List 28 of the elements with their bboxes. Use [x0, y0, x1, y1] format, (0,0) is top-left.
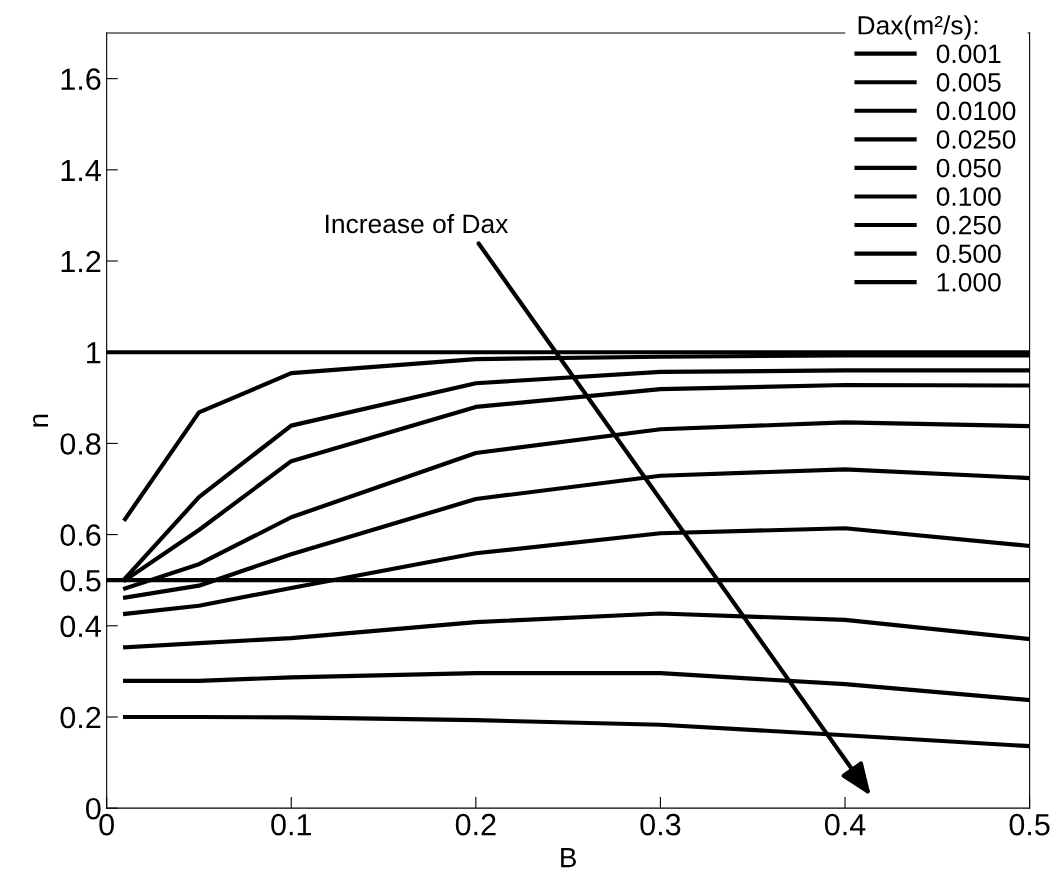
legend-label: 0.001 [936, 44, 1001, 64]
x-tick-label: 0.4 [824, 813, 866, 836]
legend-label: 0.005 [936, 73, 1001, 92]
x-tick-label: 0.5 [1009, 813, 1050, 836]
x-tick-label: 0.3 [640, 813, 681, 836]
y-tick-label: 1.4 [61, 159, 101, 181]
legend-label: 0.250 [936, 215, 1001, 235]
x-axis-title: B [561, 848, 576, 868]
annotation: Increase of Dax [325, 213, 509, 234]
x-tick-label: 0.2 [455, 813, 496, 836]
x-tick-label: 0.1 [271, 813, 311, 836]
legend-label: 0.050 [936, 158, 1001, 178]
y-tick-label: 1.2 [61, 250, 101, 273]
y-tick-label: 0.5 [60, 569, 101, 592]
legend-title: Dax(m²/s): [858, 15, 978, 40]
legend-label: 0.100 [936, 187, 1001, 206]
y-tick-label: 0.8 [60, 433, 101, 455]
legend-label: 0.0250 [936, 130, 1016, 149]
legend-label: 0.500 [936, 244, 1001, 264]
legend-label: 0.0100 [936, 101, 1016, 121]
y-tick-label: 0 [86, 797, 101, 820]
y-tick-label: 0.6 [60, 524, 101, 546]
legend-label: 1.000 [937, 272, 1001, 292]
y-axis-title: n [33, 414, 48, 427]
y-tick-label: 1.6 [61, 68, 101, 91]
y-tick-label: 0.4 [60, 615, 101, 638]
y-tick-label: 1 [87, 342, 101, 364]
y-tick-label: 0.2 [60, 706, 101, 729]
